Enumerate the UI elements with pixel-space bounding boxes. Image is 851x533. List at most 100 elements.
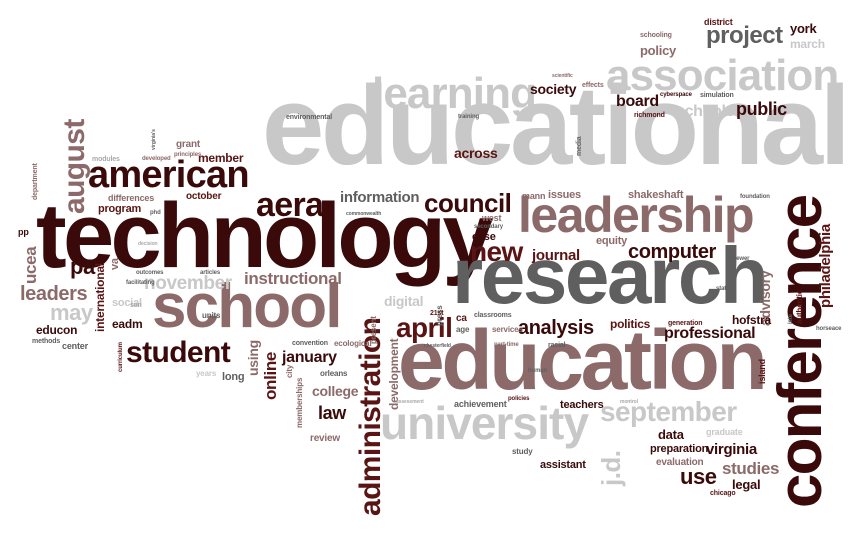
word-units: units <box>202 311 221 320</box>
word-21st: 21st <box>430 310 444 317</box>
word-foundation: foundation <box>740 194 770 200</box>
word-graduate: graduate <box>706 427 743 437</box>
word-decision: decision <box>138 241 158 247</box>
word-association: association <box>606 51 839 100</box>
word-york: york <box>790 21 817 36</box>
word-virginias: virginia's <box>151 129 157 150</box>
word-mann: mann <box>522 191 546 201</box>
word-simulation: simulation <box>700 92 734 99</box>
word-educon: educon <box>36 323 78 337</box>
word-college: college <box>312 383 359 399</box>
word-using: using <box>245 340 261 376</box>
word-training: training <box>458 114 480 120</box>
word-assessment: assessment <box>396 399 424 405</box>
word-information: information <box>340 189 420 206</box>
word-achievement: achievement <box>454 399 507 409</box>
word-member: member <box>198 151 244 165</box>
word-island: island <box>757 359 767 384</box>
word-district: district <box>704 17 733 27</box>
word-education: education <box>398 313 768 407</box>
word-instructional: instructional <box>244 269 342 288</box>
word-long: long <box>222 371 245 383</box>
word-chicago: chicago <box>710 490 736 497</box>
word-policies: policies <box>508 396 530 402</box>
word-equity: equity <box>596 235 628 247</box>
word-human: human <box>528 368 548 374</box>
word-data: data <box>658 427 684 442</box>
word-va: va <box>109 258 121 270</box>
word-racial: racial <box>548 342 566 349</box>
word-october: october <box>186 191 222 202</box>
word-center: center <box>62 341 88 351</box>
word-journal: journal <box>532 247 580 264</box>
word-authentic: authentic <box>795 289 804 324</box>
word-age: age <box>456 325 470 334</box>
word-principles: principles <box>174 152 202 158</box>
word-philadelphia: philadelphia <box>817 224 834 308</box>
word-classrooms: classrooms <box>474 312 512 319</box>
word-secondary: secondary <box>474 224 503 230</box>
word-student: student <box>126 336 231 369</box>
word-march: march <box>790 37 825 51</box>
word-studies: studies <box>722 459 780 478</box>
word-research: research <box>452 231 769 320</box>
word-pa: pa <box>70 254 95 279</box>
word-facilitating: facilitating <box>126 280 155 286</box>
word-city: city <box>285 364 294 378</box>
word-issues: issues <box>548 189 581 201</box>
word-eadm: eadm <box>112 317 143 331</box>
word-present: present <box>369 316 378 344</box>
word-effects: effects <box>582 82 604 89</box>
word-montrol: montrol <box>620 399 638 405</box>
word-part-time: part-time <box>494 342 519 348</box>
word-curriculum: curriculum <box>118 342 124 372</box>
word-commonwealth: commonwealth <box>346 211 382 217</box>
word-pp: pp <box>18 227 29 237</box>
word-hofstra: hofstra <box>732 313 771 327</box>
word-orleans: orleans <box>320 369 348 378</box>
word-schools: schools <box>676 103 735 120</box>
word-society: society <box>530 81 577 97</box>
word-legal: legal <box>732 477 761 492</box>
word-methods: methods <box>32 338 61 345</box>
word-articles: articles <box>200 270 221 276</box>
word-american: american <box>88 154 250 196</box>
word-social: social <box>112 297 142 309</box>
word-grant: grant <box>176 139 201 150</box>
word-leadership: leadership <box>518 187 755 243</box>
word-council: council <box>424 188 512 218</box>
word-environmental: environmental <box>286 114 333 121</box>
word-use: use <box>680 464 717 489</box>
word-school: school <box>152 272 343 341</box>
word-policy: policy <box>640 43 677 58</box>
word-iste: iste <box>788 314 794 324</box>
word-modules: modules <box>92 156 120 163</box>
word-law: law <box>318 403 346 423</box>
word-status: status <box>716 286 733 292</box>
word-virginia: virginia <box>706 441 757 458</box>
word-evaluation: evaluation <box>656 457 704 468</box>
word-analysis: analysis <box>518 317 594 339</box>
word-schooling: schooling <box>640 32 672 39</box>
word-january: january <box>282 349 337 366</box>
word-review: review <box>310 433 340 444</box>
word-preparation: preparation <box>650 443 709 455</box>
word-digital: digital <box>384 293 424 309</box>
word-new: new <box>470 236 523 267</box>
word-phd: phd <box>150 210 161 216</box>
word-university: university <box>380 397 589 449</box>
word-memberships: memberships <box>295 377 304 428</box>
word-project: project <box>706 22 783 49</box>
word-outcomes: outcomes <box>136 270 164 276</box>
word-board: board <box>616 93 659 110</box>
word-across: across <box>454 145 498 161</box>
word-case: case <box>472 231 496 243</box>
word-scientific: scientific <box>552 73 573 79</box>
word-online: online <box>261 351 280 400</box>
word-convention: convention <box>292 340 328 347</box>
word-learning: learning <box>372 69 537 118</box>
word-years: years <box>196 369 217 378</box>
word-reviewer: reviewer <box>726 256 750 262</box>
word-san: san <box>130 302 142 309</box>
